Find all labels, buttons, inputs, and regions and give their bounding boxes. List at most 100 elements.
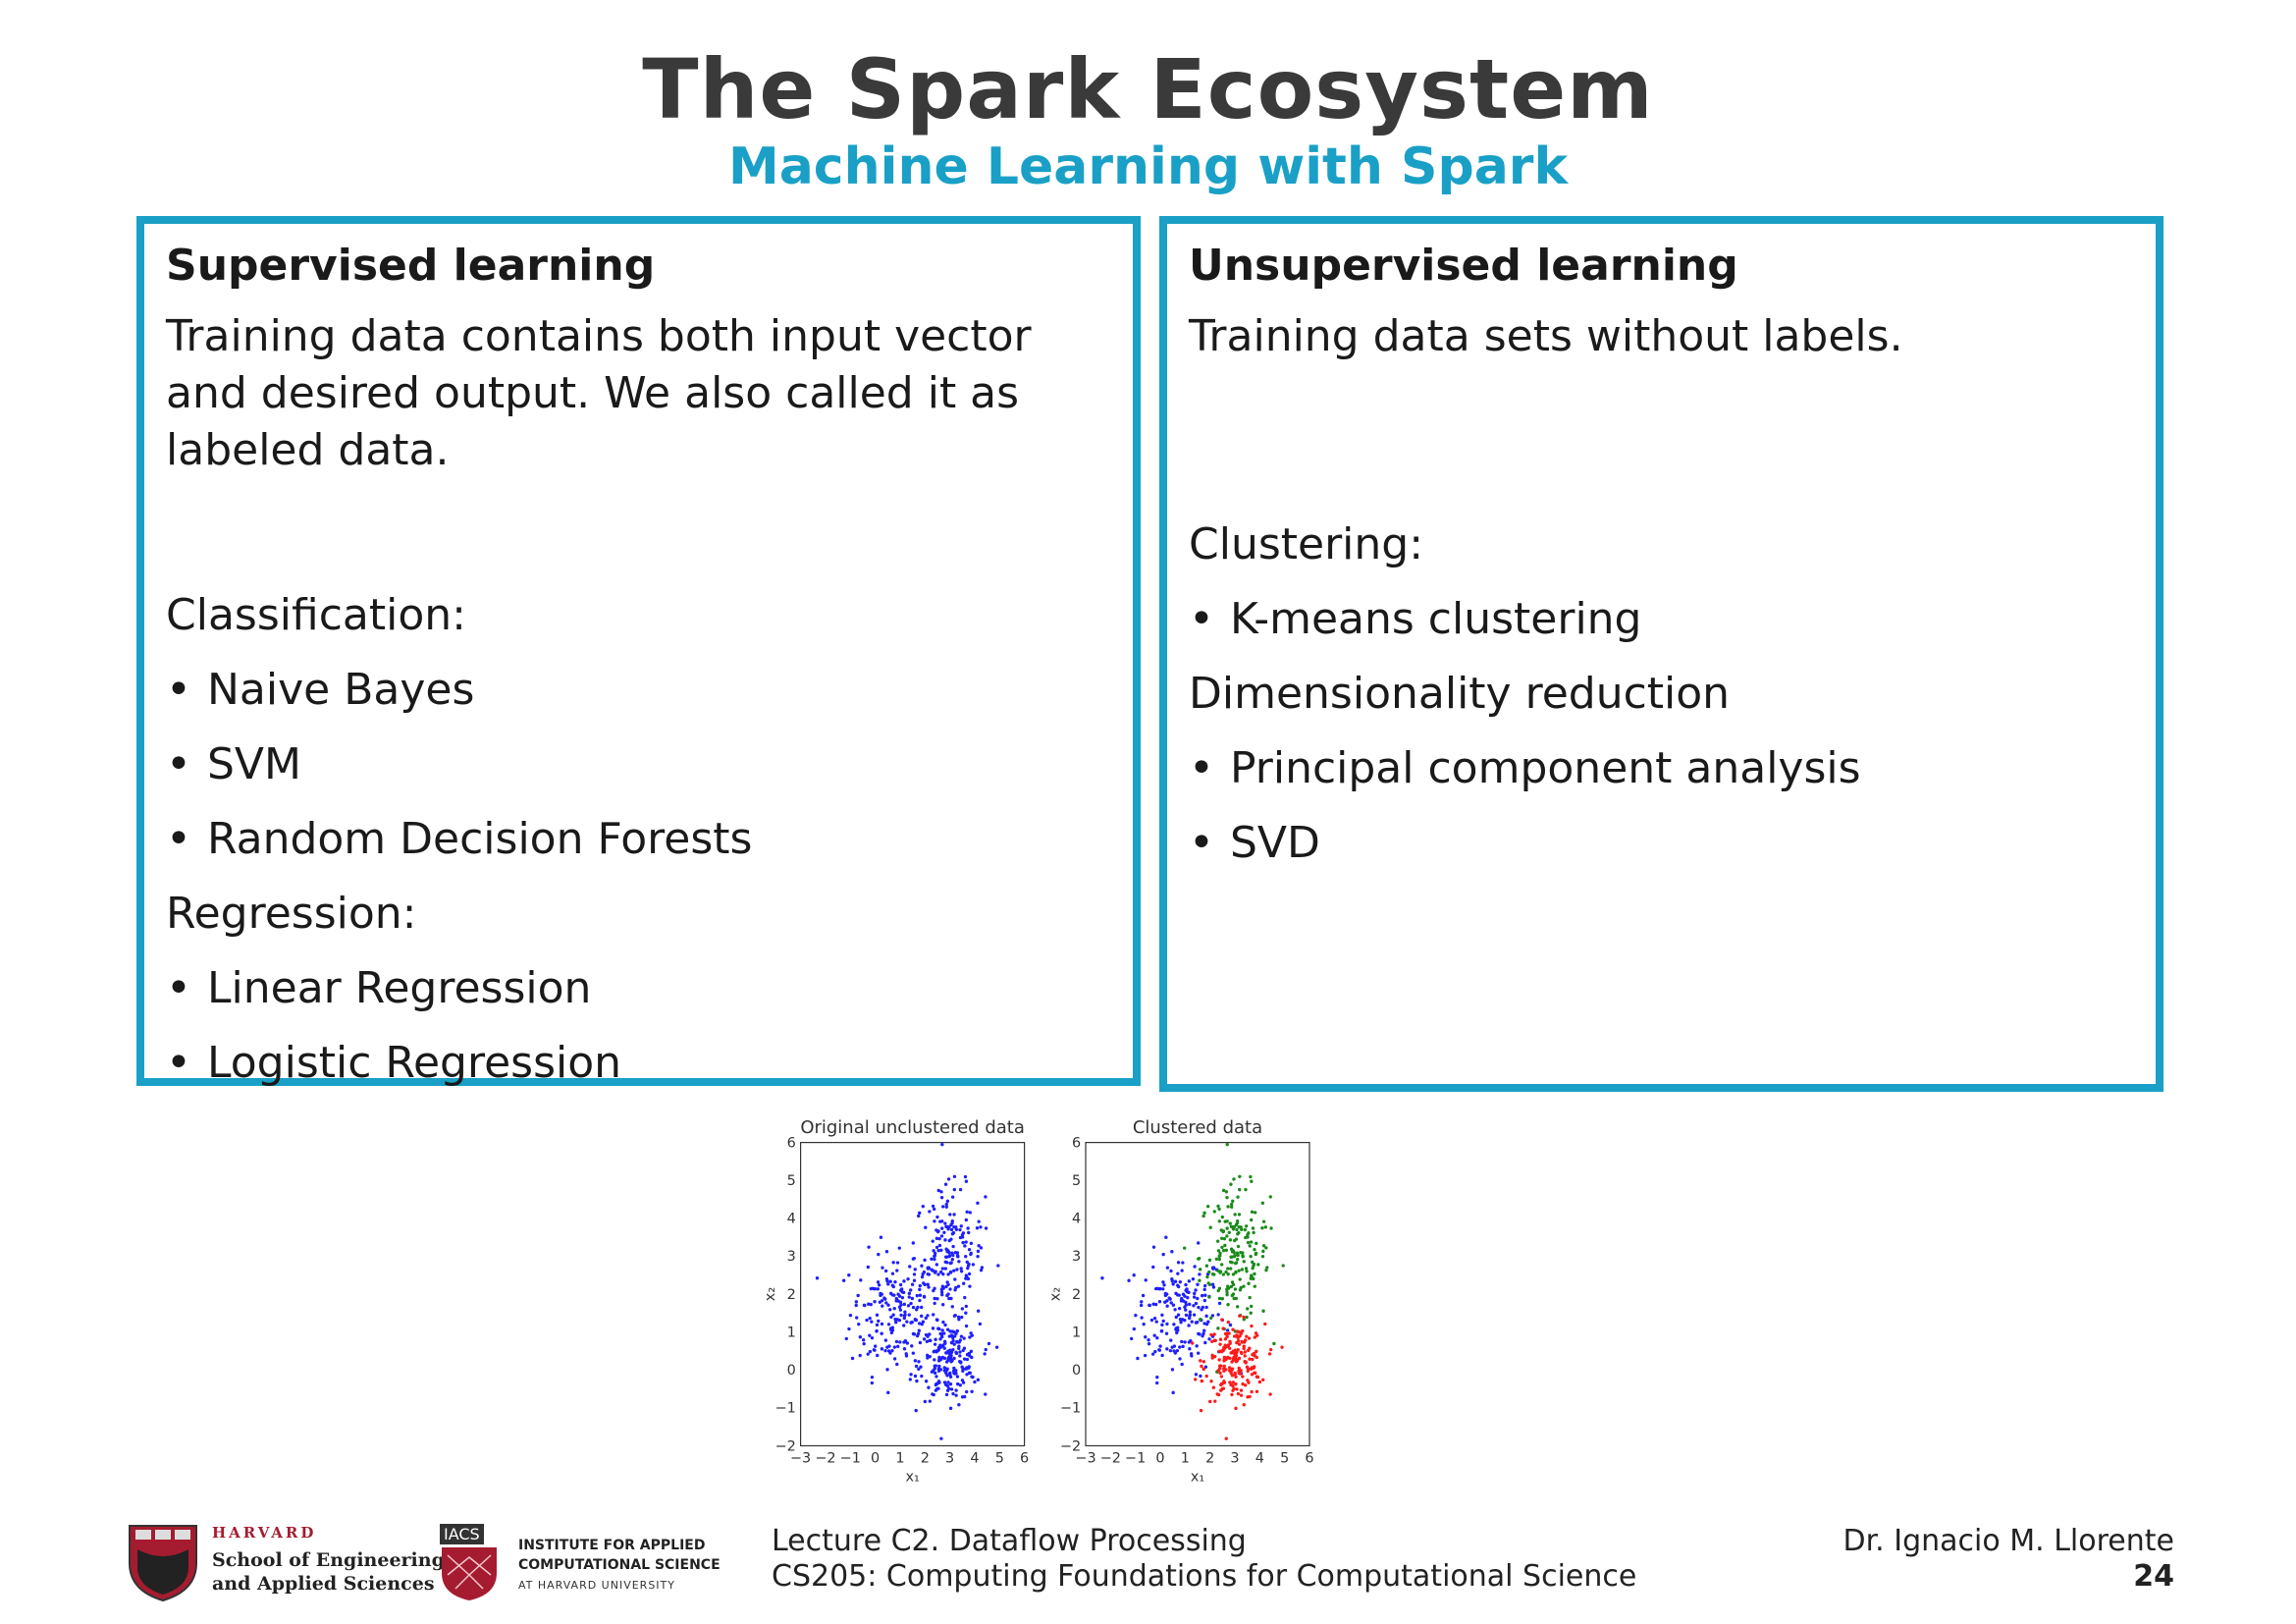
scatter-point <box>1226 1284 1230 1288</box>
plot-frame <box>1085 1142 1310 1447</box>
scatter-point <box>1169 1301 1173 1305</box>
scatter-point <box>1222 1359 1226 1363</box>
scatter-point <box>984 1195 988 1199</box>
scatter-point <box>959 1360 963 1364</box>
scatter-point <box>858 1335 862 1339</box>
scatter-point <box>979 1225 983 1229</box>
bullet-text: Principal component analysis <box>1230 743 1861 793</box>
slide-title: The Spark Ecosystem <box>642 41 1654 137</box>
scatter-point <box>939 1345 943 1349</box>
scatter-point <box>1233 1261 1238 1266</box>
scatter-point <box>1250 1304 1254 1309</box>
scatter-point <box>1236 1218 1240 1223</box>
scatter-point <box>1217 1301 1222 1306</box>
scatter-point <box>948 1356 953 1360</box>
scatter-point <box>1236 1257 1240 1262</box>
scatter-point <box>886 1282 890 1286</box>
scatter-point <box>909 1373 913 1377</box>
scatter-point <box>1225 1290 1229 1294</box>
scatter-point <box>1234 1360 1239 1364</box>
scatter-point <box>1230 1261 1234 1265</box>
scatter-point <box>894 1296 898 1301</box>
lecture-title: Lecture C2. Dataflow Processing <box>772 1524 1247 1558</box>
scatter-point <box>1220 1236 1224 1240</box>
bullet-icon: • <box>1189 818 1214 868</box>
scatter-point <box>892 1345 897 1349</box>
scatter-point <box>1136 1356 1140 1361</box>
clustering-scatter-plots: Original unclustered data−3 −2 −1 0 1 2 3 4 5 6−2… <box>763 1117 1313 1485</box>
scatter-point <box>1210 1353 1214 1357</box>
scatter-point <box>946 1282 950 1286</box>
scatter-point <box>892 1357 897 1361</box>
scatter-point <box>938 1270 943 1274</box>
scatter-point <box>889 1315 893 1320</box>
scatter-point <box>1229 1255 1233 1259</box>
scatter-point <box>933 1301 936 1306</box>
scatter-point <box>926 1314 930 1318</box>
scatter-point <box>856 1293 860 1298</box>
scatter-point <box>933 1358 936 1362</box>
scatter-point <box>1256 1263 1260 1267</box>
scatter-point <box>1252 1264 1255 1268</box>
scatter-point <box>1192 1313 1197 1317</box>
scatter-point <box>1199 1318 1202 1322</box>
scatter-point <box>1250 1324 1254 1328</box>
scatter-point <box>940 1142 944 1147</box>
scatter-point <box>1165 1304 1169 1308</box>
scatter-point <box>1225 1142 1229 1147</box>
scatter-point <box>918 1283 922 1288</box>
scatter-point <box>951 1244 955 1249</box>
scatter-point <box>1221 1326 1225 1330</box>
scatter-point <box>1209 1332 1213 1337</box>
scatter-point <box>1238 1314 1242 1318</box>
scatter-point <box>934 1236 938 1240</box>
scatter-point <box>1193 1291 1197 1295</box>
scatter-point <box>1269 1226 1273 1230</box>
scatter-point <box>1198 1272 1201 1276</box>
scatter-point <box>1233 1238 1237 1243</box>
scatter-point <box>939 1334 944 1339</box>
scatter-point <box>936 1229 940 1233</box>
scatter-point <box>922 1295 927 1299</box>
scatter-point <box>1241 1375 1245 1379</box>
scatter-point <box>897 1305 902 1309</box>
scatter-point <box>955 1268 959 1272</box>
scatter-point <box>934 1364 938 1368</box>
scatter-point <box>900 1287 904 1291</box>
scatter-point <box>1167 1296 1171 1300</box>
scatter-point <box>1260 1226 1264 1230</box>
x-tick-label: −2 <box>1100 1450 1121 1466</box>
scatter-point <box>867 1302 871 1306</box>
scatter-point <box>883 1338 888 1342</box>
scatter-point <box>976 1254 980 1259</box>
scatter-point <box>945 1367 949 1371</box>
x-tick-label: 4 <box>970 1450 979 1466</box>
scatter-point <box>1161 1287 1165 1291</box>
scatter-point <box>958 1354 962 1358</box>
author-info: Dr. Ignacio M. Llorente 24 <box>1843 1524 2175 1595</box>
scatter-point <box>933 1342 937 1346</box>
scatter-point <box>1171 1390 1175 1395</box>
x-axis-label: x₁ <box>905 1469 919 1485</box>
scatter-point <box>1232 1177 1236 1181</box>
scatter-point <box>1147 1342 1151 1346</box>
scatter-point <box>966 1276 971 1281</box>
scatter-point <box>1263 1225 1268 1229</box>
scatter-point <box>941 1205 945 1209</box>
scatter-point <box>965 1260 969 1265</box>
y-tick-label: −2 <box>1060 1438 1081 1454</box>
scatter-point <box>910 1282 915 1286</box>
x-tick-label: 6 <box>1020 1450 1029 1466</box>
scatter-point <box>944 1224 948 1228</box>
scatter-point <box>890 1328 895 1332</box>
scatter-point <box>884 1250 889 1254</box>
scatter-point <box>955 1375 960 1379</box>
scatter-point <box>945 1327 950 1331</box>
scatter-point <box>964 1311 968 1315</box>
scatter-point <box>1171 1282 1175 1286</box>
scatter-point <box>895 1261 900 1265</box>
scatter-point <box>957 1344 961 1348</box>
scatter-point <box>882 1296 886 1300</box>
bullet-text: Linear Regression <box>207 963 592 1013</box>
scatter-point <box>1196 1282 1200 1286</box>
